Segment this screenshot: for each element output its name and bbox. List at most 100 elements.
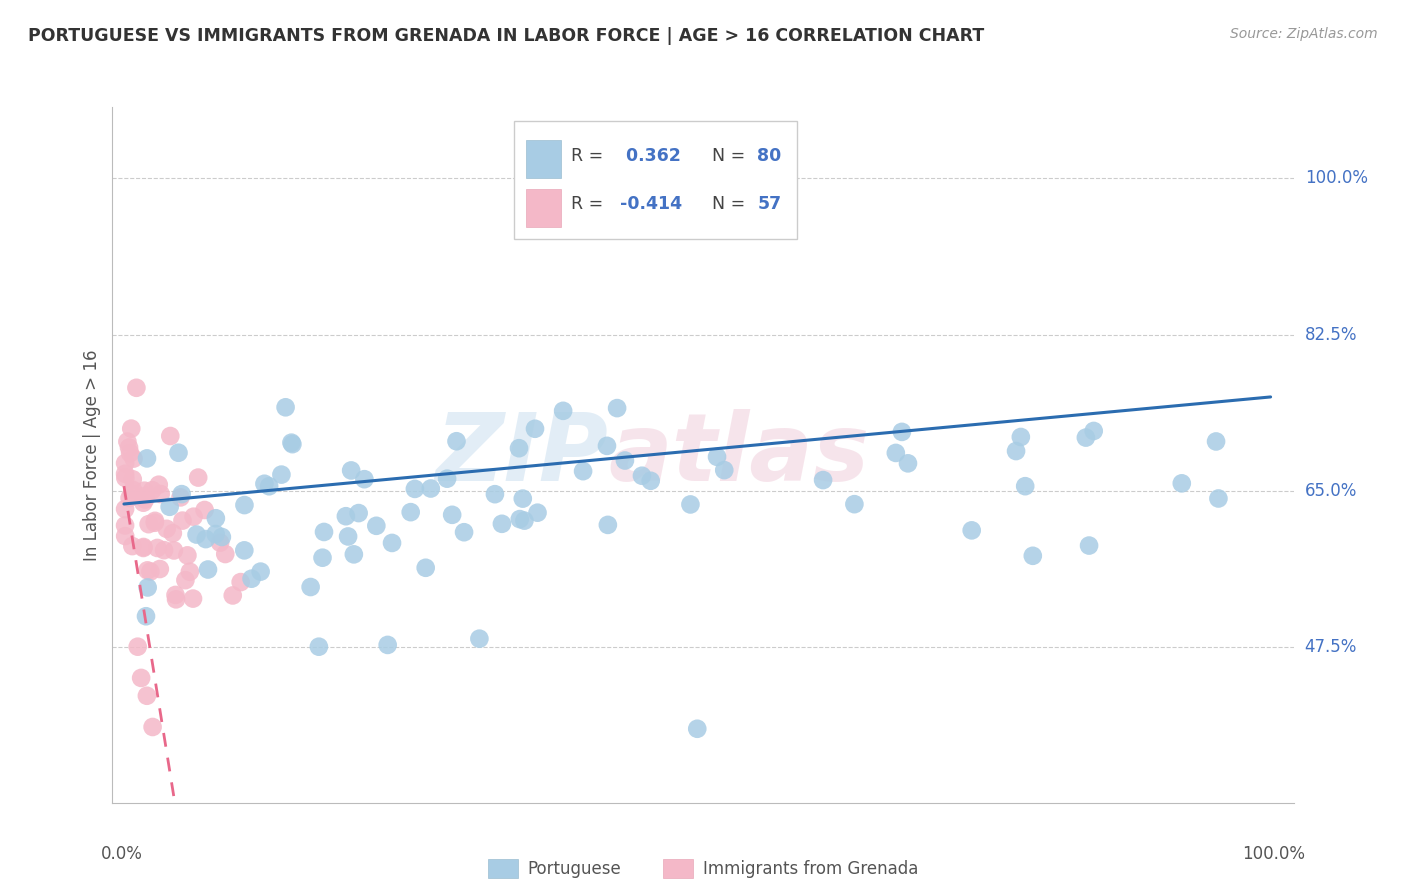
Point xyxy=(143,514,166,528)
Point xyxy=(240,572,263,586)
Text: 80: 80 xyxy=(758,147,782,165)
Text: Source: ZipAtlas.com: Source: ZipAtlas.com xyxy=(1230,27,1378,41)
Point xyxy=(129,671,152,685)
Point xyxy=(381,536,404,550)
Point xyxy=(222,589,245,603)
Text: N =: N = xyxy=(700,147,751,165)
Point xyxy=(117,434,139,449)
Point xyxy=(114,502,136,516)
Y-axis label: In Labor Force | Age > 16: In Labor Force | Age > 16 xyxy=(83,349,101,561)
Point xyxy=(1205,434,1227,449)
Point xyxy=(174,573,197,587)
Point xyxy=(143,516,166,530)
Text: atlas: atlas xyxy=(609,409,870,501)
Point xyxy=(135,689,157,703)
Point xyxy=(468,632,491,646)
Point xyxy=(121,539,143,553)
Point xyxy=(214,547,236,561)
Text: -0.414: -0.414 xyxy=(620,195,682,213)
Text: 47.5%: 47.5% xyxy=(1305,638,1357,656)
Point xyxy=(640,474,662,488)
Point xyxy=(233,543,256,558)
Point xyxy=(1074,431,1097,445)
Point xyxy=(335,509,357,524)
Text: PORTUGUESE VS IMMIGRANTS FROM GRENADA IN LABOR FORCE | AGE > 16 CORRELATION CHAR: PORTUGUESE VS IMMIGRANTS FROM GRENADA IN… xyxy=(28,27,984,45)
Point xyxy=(347,506,370,520)
Point xyxy=(134,492,156,507)
Point xyxy=(404,482,426,496)
Point xyxy=(121,487,143,501)
Point xyxy=(233,498,256,512)
Point xyxy=(1005,444,1028,458)
Point xyxy=(132,541,155,555)
Point xyxy=(127,640,149,654)
Point xyxy=(149,487,172,501)
Point xyxy=(713,463,735,477)
Point xyxy=(132,540,155,554)
Point xyxy=(1208,491,1230,506)
Point xyxy=(897,456,920,470)
FancyBboxPatch shape xyxy=(526,140,561,178)
Point xyxy=(165,588,187,602)
Point xyxy=(415,561,437,575)
Point xyxy=(120,446,142,460)
Point xyxy=(163,543,186,558)
Text: N =: N = xyxy=(700,195,751,213)
Point xyxy=(122,483,145,497)
Point xyxy=(122,451,145,466)
Text: 100.0%: 100.0% xyxy=(1305,169,1368,187)
Point xyxy=(118,491,141,505)
Point xyxy=(509,512,531,526)
Point xyxy=(114,471,136,485)
Point xyxy=(181,591,204,606)
Point xyxy=(159,429,181,443)
Point xyxy=(308,640,330,654)
Point xyxy=(149,562,172,576)
Point xyxy=(337,529,360,543)
Point xyxy=(441,508,464,522)
Point xyxy=(890,425,912,439)
Text: 82.5%: 82.5% xyxy=(1305,326,1357,343)
Point xyxy=(340,463,363,477)
Text: 65.0%: 65.0% xyxy=(1305,482,1357,500)
Point xyxy=(512,491,534,506)
FancyBboxPatch shape xyxy=(515,121,797,239)
Point xyxy=(484,487,506,501)
Point xyxy=(280,435,302,450)
Point xyxy=(170,487,193,501)
Point xyxy=(679,498,702,512)
Point xyxy=(446,434,468,449)
Text: 57: 57 xyxy=(758,195,782,213)
Point xyxy=(377,638,399,652)
Text: 0.362: 0.362 xyxy=(620,147,681,165)
Point xyxy=(281,437,304,451)
Point xyxy=(156,522,179,536)
Point xyxy=(312,524,335,539)
FancyBboxPatch shape xyxy=(526,189,561,227)
Point xyxy=(706,450,728,464)
Point xyxy=(204,527,226,541)
Point xyxy=(513,514,536,528)
Point xyxy=(844,497,866,511)
Point xyxy=(686,722,709,736)
Point xyxy=(121,472,143,486)
Point xyxy=(596,439,619,453)
Point xyxy=(183,509,205,524)
Text: ZIP: ZIP xyxy=(436,409,609,501)
Point xyxy=(186,527,208,541)
Point xyxy=(159,500,181,514)
Point xyxy=(253,476,276,491)
Point xyxy=(453,525,475,540)
Point xyxy=(270,467,292,482)
Point xyxy=(197,562,219,576)
Point xyxy=(526,506,548,520)
Point xyxy=(631,468,654,483)
Point xyxy=(125,381,148,395)
Point xyxy=(229,575,252,590)
Point xyxy=(960,524,983,538)
Point xyxy=(146,541,169,555)
Point xyxy=(138,517,160,532)
Point xyxy=(1022,549,1045,563)
Point xyxy=(572,464,595,478)
Point xyxy=(508,441,530,455)
